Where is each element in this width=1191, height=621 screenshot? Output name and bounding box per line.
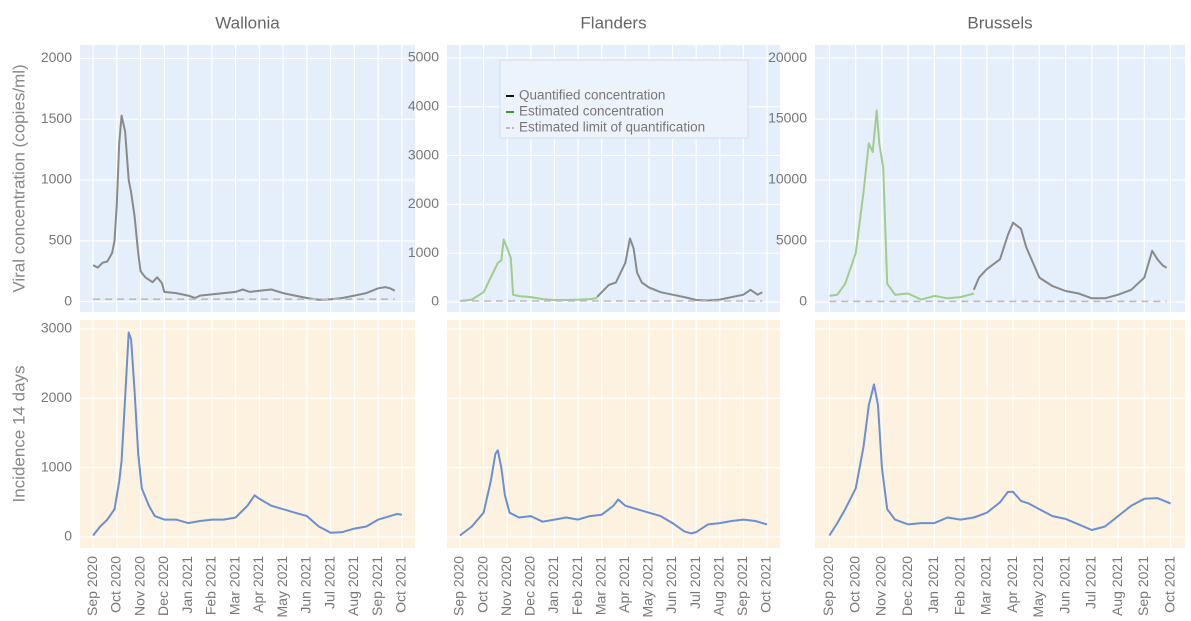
x-tick-label: Mar 2021 [978, 556, 994, 615]
y-tick-label: 3000 [41, 320, 72, 336]
y-tick-label: 4000 [408, 97, 439, 113]
panel-background [447, 320, 780, 548]
legend-label: Quantified concentration [519, 88, 665, 103]
data-line [92, 331, 403, 537]
x-tick-label: Jan 2021 [545, 556, 561, 614]
x-tick-label: Feb 2021 [203, 556, 219, 615]
x-tick-label: Sep 2020 [451, 556, 467, 616]
x-tick-label: Jul 2021 [1083, 556, 1099, 609]
y-tick-label: 15000 [768, 110, 807, 126]
x-tick-label: Apr 2021 [1004, 556, 1020, 613]
legend-box [499, 59, 749, 139]
panel-background [80, 320, 415, 548]
x-tick-label: Sep 2021 [734, 556, 750, 616]
x-tick-label: Jun 2021 [663, 556, 679, 614]
x-tick-label: Jun 2021 [298, 556, 314, 614]
x-tick-label: Jun 2021 [1056, 556, 1072, 614]
x-tick-label: Feb 2021 [569, 556, 585, 615]
legend-label: Estimated concentration [519, 104, 664, 119]
y-tick-label: 10000 [768, 171, 807, 187]
x-tick-label: Oct 2020 [108, 556, 124, 613]
data-line [972, 221, 1168, 300]
data-line [829, 109, 975, 301]
x-tick-label: May 2021 [274, 556, 290, 618]
y-tick-label: 500 [49, 232, 73, 248]
y-tick-label: 0 [64, 528, 72, 544]
panel-title: Brussels [967, 13, 1032, 32]
y-tick-label: 2000 [41, 49, 72, 65]
y-tick-label: 5000 [408, 49, 439, 65]
y-tick-label: 1000 [408, 244, 439, 260]
panel-title: Wallonia [215, 13, 280, 32]
x-tick-label: Feb 2021 [951, 556, 967, 615]
x-tick-label: Sep 2020 [820, 556, 836, 616]
x-tick-label: Jan 2021 [925, 556, 941, 614]
y-tick-label: 1000 [41, 171, 72, 187]
data-line [459, 449, 768, 537]
x-tick-label: Nov 2020 [873, 556, 889, 616]
x-tick-label: Jan 2021 [179, 556, 195, 614]
legend-label: Estimated limit of quantification [519, 120, 705, 135]
x-tick-label: Mar 2021 [592, 556, 608, 615]
panel-background [80, 45, 415, 312]
x-tick-label: May 2021 [640, 556, 656, 618]
y-axis-label: Viral concentration (copies/ml) [9, 64, 28, 292]
x-tick-label: Apr 2021 [250, 556, 266, 613]
x-tick-label: Jul 2021 [687, 556, 703, 609]
x-tick-label: Oct 2020 [846, 556, 862, 613]
y-tick-label: 0 [431, 293, 439, 309]
y-tick-label: 0 [799, 293, 807, 309]
x-tick-label: Mar 2021 [226, 556, 242, 615]
data-line [828, 383, 1171, 537]
y-tick-label: 2000 [41, 389, 72, 405]
x-tick-label: Sep 2021 [1135, 556, 1151, 616]
x-tick-label: Nov 2020 [498, 556, 514, 616]
x-tick-label: Dec 2020 [899, 556, 915, 616]
x-tick-label: Aug 2021 [1109, 556, 1125, 616]
x-tick-label: May 2021 [1030, 556, 1046, 618]
panel-background [815, 320, 1185, 548]
y-axis-label: Incidence 14 days [9, 365, 28, 502]
x-tick-label: Oct 2021 [1161, 556, 1177, 613]
x-tick-label: Oct 2020 [474, 556, 490, 613]
x-tick-label: Dec 2020 [522, 556, 538, 616]
y-tick-label: 0 [64, 292, 72, 308]
x-tick-label: Apr 2021 [616, 556, 632, 613]
x-tick-label: Oct 2021 [758, 556, 774, 613]
x-tick-label: Sep 2021 [369, 556, 385, 616]
panel-background [815, 45, 1185, 312]
x-tick-label: Jul 2021 [321, 556, 337, 609]
x-tick-label: Aug 2021 [710, 556, 726, 616]
x-tick-label: Oct 2021 [393, 556, 409, 613]
data-line [92, 114, 396, 301]
panel-title: Flanders [580, 13, 646, 32]
data-line [459, 238, 598, 302]
y-tick-label: 3000 [408, 146, 439, 162]
y-tick-label: 5000 [776, 232, 807, 248]
y-tick-label: 2000 [408, 195, 439, 211]
x-tick-label: Dec 2020 [155, 556, 171, 616]
x-tick-label: Sep 2020 [84, 556, 100, 616]
y-tick-label: 20000 [768, 49, 807, 65]
data-line [596, 237, 763, 302]
y-tick-label: 1000 [41, 458, 72, 474]
y-tick-label: 1500 [41, 110, 72, 126]
x-tick-label: Nov 2020 [131, 556, 147, 616]
x-tick-label: Aug 2021 [345, 556, 361, 616]
